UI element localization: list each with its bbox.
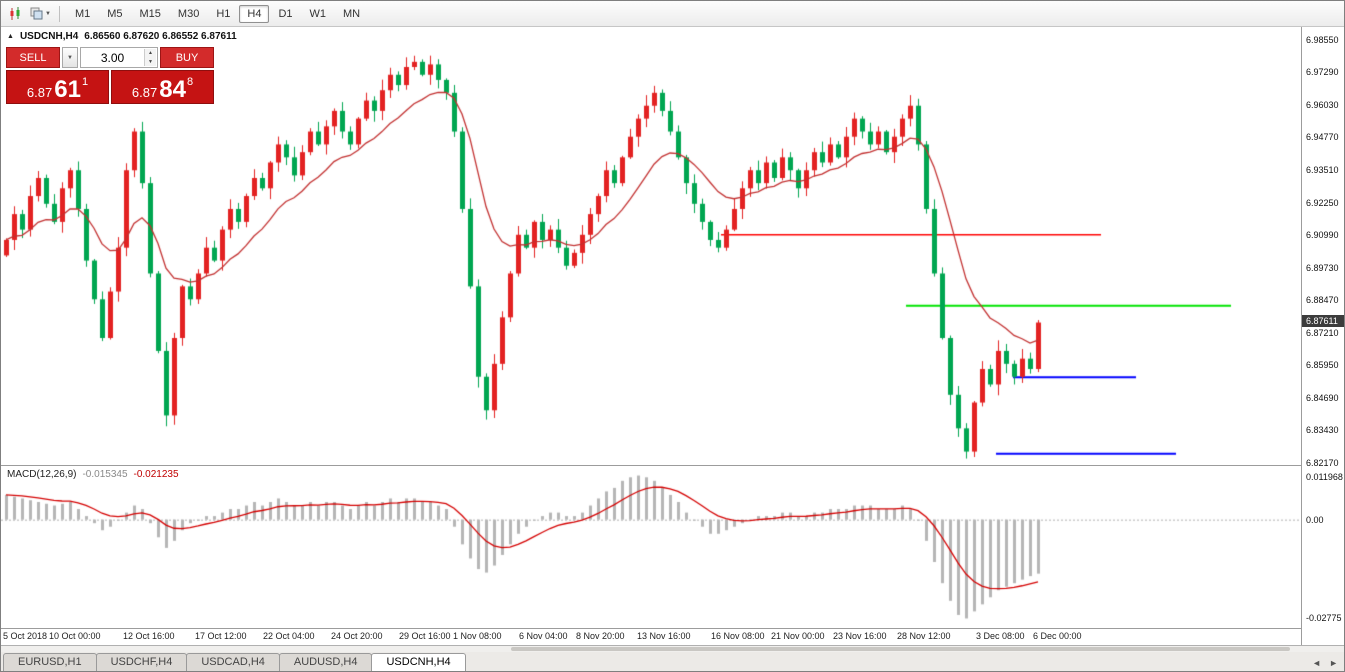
price-axis-tick: 0.00 [1306, 514, 1324, 525]
tab-usdcad-h4[interactable]: USDCAD,H4 [186, 653, 280, 671]
macd-indicator-label: MACD(12,26,9) -0.015345 -0.021235 [7, 469, 179, 480]
sell-price-display[interactable]: 6.87 61 1 [6, 70, 109, 104]
dropdown-caret-icon: ▼ [45, 10, 51, 17]
price-axis-tick: 6.88470 [1306, 295, 1339, 306]
time-axis-label: 3 Dec 08:00 [976, 631, 1025, 641]
time-axis-label: 23 Nov 16:00 [833, 631, 887, 641]
macd-main-value: -0.015345 [82, 469, 128, 480]
time-axis-label: 29 Oct 16:00 [399, 631, 451, 641]
time-axis-label: 13 Nov 16:00 [637, 631, 691, 641]
sell-price-big: 61 [54, 75, 81, 103]
price-axis-tick: 0.011968 [1306, 472, 1343, 483]
pane-divider [1, 465, 1344, 466]
price-axis-tick: 6.98550 [1306, 34, 1339, 45]
tab-usdchf-h4[interactable]: USDCHF,H4 [95, 653, 188, 671]
time-axis-label: 24 Oct 20:00 [331, 631, 383, 641]
chart-header: ▲ USDCNH,H4 6.86560 6.87620 6.86552 6.87… [7, 31, 237, 42]
volume-spinner[interactable]: ▲ ▼ [144, 49, 156, 66]
tab-usdcnh-h4[interactable]: USDCNH,H4 [371, 653, 466, 671]
buy-price-display[interactable]: 6.87 84 8 [111, 70, 214, 104]
macd-signal-value: -0.021235 [133, 469, 179, 480]
price-axis-tick: 6.93510 [1306, 164, 1339, 175]
toolbar-separator [58, 5, 60, 22]
price-axis-tick: -0.02775 [1306, 612, 1342, 623]
price-axis-tick: 6.97290 [1306, 67, 1339, 78]
scrollbar-thumb[interactable] [511, 647, 1291, 651]
one-click-trading-panel: SELL ▼ 3.00 ▲ ▼ BUY 6.87 61 1 [6, 47, 214, 104]
time-axis-label: 5 Oct 2018 [3, 631, 48, 641]
chart-toolbar: ▼ M1 M5 M15 M30 H1 H4 D1 W1 MN [1, 1, 1344, 27]
time-axis-label: 10 Oct 00:00 [49, 631, 101, 641]
sell-button[interactable]: SELL [6, 47, 60, 68]
price-axis-tick: 6.89730 [1306, 262, 1339, 273]
macd-pane-canvas[interactable] [1, 466, 1303, 628]
candlestick-chart-icon [10, 6, 20, 20]
chart-tools-dropdown-button[interactable]: ▼ [29, 4, 52, 24]
timeframe-button-m15[interactable]: M15 [139, 7, 161, 20]
time-axis-label: 1 Nov 08:00 [453, 631, 502, 641]
spinner-up-icon[interactable]: ▲ [145, 49, 156, 58]
chart-tools-icon [30, 7, 43, 20]
time-axis-label: 16 Nov 08:00 [711, 631, 765, 641]
tabs-scroll-left-button[interactable]: ◄ [1312, 658, 1322, 668]
time-axis-label: 28 Nov 12:00 [897, 631, 951, 641]
time-axis-label: 17 Oct 12:00 [195, 631, 247, 641]
volume-value: 3.00 [100, 50, 125, 65]
collapse-arrow-icon[interactable]: ▲ [7, 33, 14, 40]
price-axis[interactable]: 6.98550 6.97290 6.96030 6.94770 6.93510 6.922… [1301, 27, 1344, 645]
time-axis-label: 12 Oct 16:00 [123, 631, 175, 641]
chart-symbol-label: USDCNH,H4 [19, 31, 79, 42]
price-axis-tick: 6.94770 [1306, 132, 1339, 143]
timeframe-button-w1[interactable]: W1 [309, 7, 327, 20]
chart-ohlc-values: 6.86560 6.87620 6.86552 6.87611 [84, 31, 237, 42]
buy-price-small: 6.87 [131, 85, 158, 100]
horizontal-scrollbar[interactable] [1, 646, 1344, 652]
timeframe-button-m5[interactable]: M5 [107, 7, 123, 20]
time-axis-label: 8 Nov 20:00 [576, 631, 625, 641]
time-axis-divider [1, 628, 1344, 629]
price-axis-tick: 6.87210 [1306, 327, 1339, 338]
time-axis-label: 6 Nov 04:00 [519, 631, 568, 641]
macd-name: MACD(12,26,9) [7, 469, 77, 480]
time-axis-label: 22 Oct 04:00 [263, 631, 315, 641]
tab-audusd-h4[interactable]: AUDUSD,H4 [278, 653, 373, 671]
chart-tabs-bar: EURUSD,H1 USDCHF,H4 USDCAD,H4 AUDUSD,H4 USDC… [1, 652, 1344, 671]
candlestick-chart-icon-button[interactable] [5, 4, 27, 24]
tab-arrows: ◄ ► [1312, 658, 1338, 668]
sell-price-small: 6.87 [26, 85, 53, 100]
price-axis-tick: 6.83430 [1306, 425, 1339, 436]
buy-price-sup: 8 [186, 76, 194, 88]
timeframe-button-h1[interactable]: H1 [216, 7, 231, 20]
tabs-scroll-right-button[interactable]: ► [1329, 658, 1338, 668]
timeframe-group: M1 M5 M15 M30 H1 H4 D1 W1 MN [67, 4, 368, 23]
timeframe-button-m1[interactable]: M1 [74, 7, 91, 20]
price-axis-tick: 6.82170 [1306, 457, 1339, 468]
chart-area: 5 Oct 2018 10 Oct 00:00 12 Oct 16:00 17 Oct… [1, 27, 1344, 645]
spinner-down-icon[interactable]: ▼ [145, 57, 156, 66]
bottom-bar: EURUSD,H1 USDCHF,H4 USDCAD,H4 AUDUSD,H4 USDC… [1, 645, 1344, 671]
price-axis-tick: 6.85950 [1306, 360, 1339, 371]
tab-eurusd-h1[interactable]: EURUSD,H1 [3, 653, 97, 671]
buy-button[interactable]: BUY [160, 47, 214, 68]
price-axis-tick: 6.92250 [1306, 197, 1339, 208]
timeframe-button-d1[interactable]: D1 [278, 7, 293, 20]
order-type-dropdown-button[interactable]: ▼ [62, 47, 78, 68]
price-pane-canvas[interactable] [1, 27, 1303, 465]
dropdown-caret-icon: ▼ [67, 54, 73, 61]
chart-tabs: EURUSD,H1 USDCHF,H4 USDCAD,H4 AUDUSD,H4 USDC… [1, 653, 466, 671]
volume-input[interactable]: 3.00 ▲ ▼ [80, 47, 158, 68]
sell-price-sup: 1 [81, 76, 89, 88]
time-axis-label: 6 Dec 00:00 [1033, 631, 1082, 641]
price-axis-tick: 6.96030 [1306, 99, 1339, 110]
buy-price-big: 84 [159, 75, 186, 103]
time-axis: 5 Oct 2018 10 Oct 00:00 12 Oct 16:00 17 Oct… [1, 629, 1301, 645]
timeframe-button-m30[interactable]: M30 [177, 7, 200, 20]
time-axis-label: 21 Nov 00:00 [771, 631, 825, 641]
timeframe-button-mn[interactable]: MN [343, 7, 361, 20]
timeframe-button-h4[interactable]: H4 [239, 4, 270, 23]
price-axis-tick: 6.84690 [1306, 392, 1339, 403]
price-axis-tick: 6.90990 [1306, 230, 1339, 241]
current-price-badge: 6.87611 [1302, 315, 1344, 328]
